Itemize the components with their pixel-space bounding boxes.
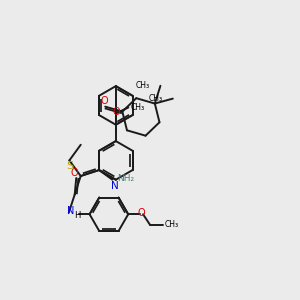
- Text: O: O: [71, 168, 79, 178]
- Text: H: H: [74, 211, 80, 220]
- Text: CH₃: CH₃: [148, 94, 162, 103]
- Text: CH₃: CH₃: [136, 81, 150, 90]
- Text: O: O: [112, 107, 120, 117]
- Text: CH₃: CH₃: [165, 220, 179, 229]
- Text: O: O: [137, 208, 145, 218]
- Text: CH₃: CH₃: [131, 103, 145, 112]
- Text: NH₂: NH₂: [117, 174, 134, 183]
- Text: N: N: [111, 181, 119, 191]
- Text: N: N: [67, 206, 74, 216]
- Text: S: S: [66, 161, 73, 171]
- Text: O: O: [101, 96, 108, 106]
